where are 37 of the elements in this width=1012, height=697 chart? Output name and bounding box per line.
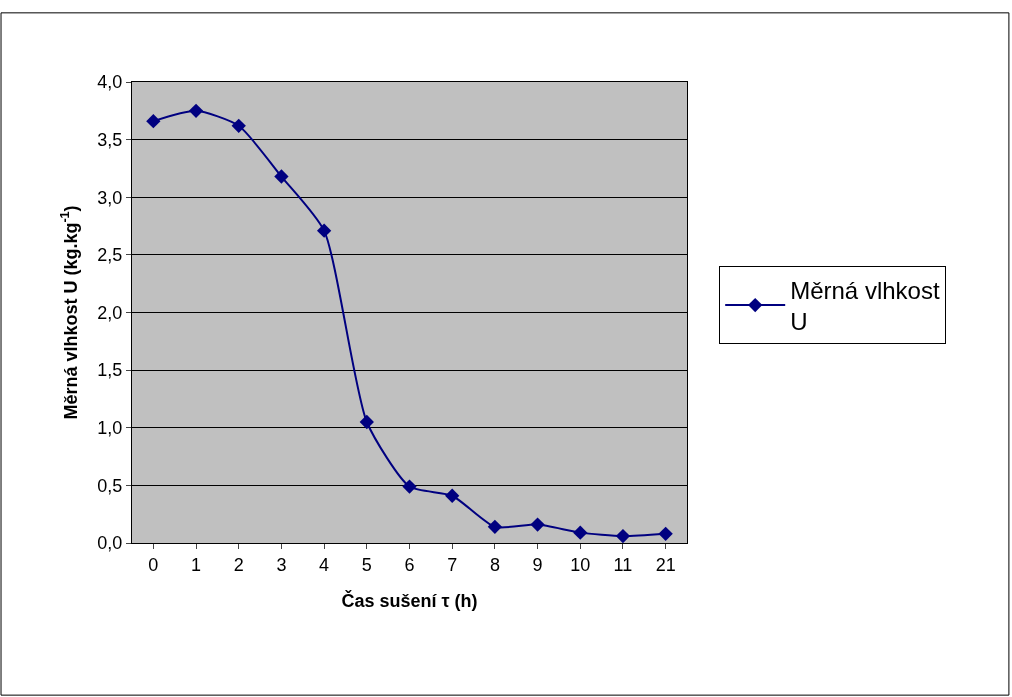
x-tick-label: 4: [319, 554, 330, 575]
y-tick-label: 0,5: [97, 475, 123, 496]
y-tick-label: 4,0: [97, 72, 123, 93]
y-tick-label: 1,5: [97, 360, 123, 381]
x-tick-label: 1: [191, 554, 202, 575]
point: [402, 479, 417, 494]
x-tick-label: 9: [532, 554, 543, 575]
point: [573, 525, 588, 540]
x-tick-label: 6: [404, 554, 415, 575]
point: [188, 103, 204, 118]
y-tick-label: 2,0: [97, 302, 123, 323]
y-tick-label: 1,0: [97, 418, 123, 439]
point: [530, 517, 545, 532]
x-tick-label: 8: [489, 554, 500, 575]
x-axis-title: Čas sušení τ (h): [341, 589, 478, 611]
point: [316, 223, 332, 238]
point: [274, 169, 289, 184]
x-tick-label: 2: [233, 554, 244, 575]
x-tick-label: 11: [613, 554, 633, 575]
x-tick-label: 21: [655, 554, 676, 575]
legend-label: Měrná vlhkost U: [790, 276, 940, 336]
point: [615, 528, 631, 544]
point: [359, 414, 374, 430]
x-tick-label: 7: [447, 554, 458, 575]
point: [146, 114, 161, 129]
x-tick-label: 5: [361, 554, 372, 575]
x-tick-label: 10: [570, 554, 591, 575]
x-tick-label: 0: [148, 554, 159, 575]
point: [658, 526, 673, 541]
y-tick-label: 3,0: [97, 187, 123, 208]
point: [445, 488, 460, 503]
y-tick-label: 0,0: [97, 533, 123, 554]
y-tick-label: 2,5: [97, 245, 123, 266]
point: [487, 519, 503, 535]
y-tick-label: 3,5: [97, 129, 123, 150]
x-tick-label: 3: [276, 554, 287, 575]
point: [231, 118, 246, 133]
